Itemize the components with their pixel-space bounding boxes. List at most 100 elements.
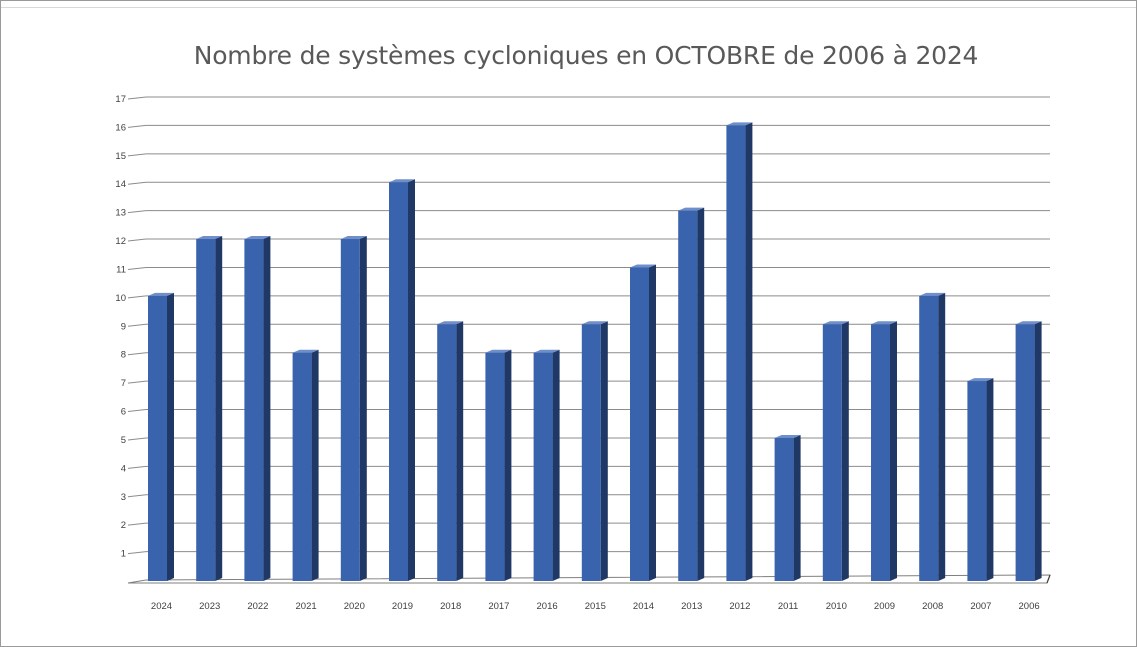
y-tick-label: 14 [115,179,126,190]
bar-side [986,378,994,581]
bar-top [340,236,367,240]
x-tick-label: 2016 [537,601,558,612]
y-tick-label: 13 [115,208,126,219]
bar-side [649,264,656,581]
y-tick-label: 6 [121,407,126,418]
y-tick-label: 5 [121,435,126,446]
y-tick-label: 7 [121,378,126,389]
bar [533,352,553,581]
bar-top [533,349,560,353]
bar-side [938,292,946,581]
y-tick-label: 8 [121,350,126,361]
bar-top [437,321,464,325]
bar-top [678,207,705,211]
gridline-stub [127,551,147,555]
bar [678,210,698,581]
bar [822,324,842,581]
bar [389,182,408,581]
y-tick-label: 2 [121,520,126,531]
x-tick-label: 2008 [922,601,943,612]
x-tick-label: 2018 [440,601,461,612]
y-tick-label: 3 [121,492,126,503]
bar-side [263,236,271,581]
x-tick-label: 2023 [199,601,220,612]
bar [196,239,216,581]
bar [967,381,987,581]
bar-side [745,122,753,581]
bar [1015,324,1035,581]
bar-top [967,378,994,382]
gridline-stub [127,437,147,441]
bar [871,324,890,581]
bar-side [841,321,849,581]
gridline-stub [127,380,147,384]
y-tick-label: 4 [121,463,126,474]
x-tick-label: 2011 [778,601,798,612]
bar [148,295,167,581]
bar-side [1034,321,1042,581]
bar-side [697,207,705,581]
bar-top [581,321,608,325]
y-tick-label: 15 [115,151,126,162]
gridline-stub [127,153,147,157]
bar-top [919,292,946,296]
bar [774,437,794,581]
bar-side [215,236,223,581]
x-tick-label: 2019 [392,601,413,612]
bar [919,295,939,581]
bar-top [1015,321,1042,325]
gridline-stub [127,96,147,100]
bar-side [456,321,464,581]
bar-top [871,321,897,325]
x-tick-label: 2021 [296,601,317,612]
gridline-stub [127,210,147,214]
bar [292,352,312,581]
bar-side [890,321,897,581]
y-tick-label: 17 [115,94,126,105]
x-tick-label: 2022 [247,601,268,612]
bar-top [389,179,415,183]
floor-edge [1046,574,1051,584]
x-tick-label: 2013 [681,601,702,612]
bar-side [359,236,367,581]
bar [437,324,457,581]
chart-title: Nombre de systèmes cycloniques en OCTOBR… [193,41,979,70]
bar [244,239,264,581]
x-tick-label: 2012 [729,601,750,612]
gridline-stub [127,238,147,242]
bar-top [148,292,174,296]
bar-top [485,349,512,353]
bar-side [793,434,801,581]
bar-top [822,321,849,325]
bar-top [196,236,223,240]
bar [485,352,505,581]
gridline-stub [127,124,147,128]
y-tick-label: 11 [116,264,126,275]
y-tick-label: 9 [121,321,126,332]
gridline-stub [127,352,147,356]
bar [630,267,649,581]
bar-side [504,349,512,581]
bar-top [630,264,656,268]
gridline-stub [127,522,147,526]
gridline-stub [127,465,147,469]
y-tick-label: 10 [115,293,126,304]
gridline-stub [127,323,147,327]
x-tick-label: 2009 [874,601,895,612]
x-tick-label: 2020 [344,601,365,612]
bar-top [726,122,753,126]
x-tick-label: 2015 [585,601,606,612]
x-tick-label: 2024 [151,601,172,612]
gridline-stub [127,409,147,413]
bar-top [292,349,319,353]
bar [726,125,746,581]
x-tick-label: 2014 [633,601,654,612]
x-tick-label: 2007 [970,601,991,612]
bar [340,239,360,581]
x-tick-label: 2010 [826,601,847,612]
bar [581,324,601,581]
bar-side [408,179,415,581]
y-tick-label: 16 [115,122,126,133]
